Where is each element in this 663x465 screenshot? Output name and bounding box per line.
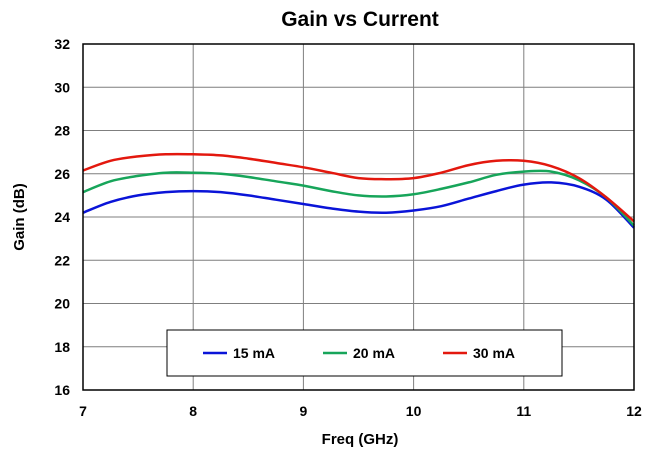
legend-label-15-ma: 15 mA xyxy=(233,345,275,361)
series-line-30-ma xyxy=(82,152,635,223)
y-tick-label: 18 xyxy=(54,339,70,355)
series-lines xyxy=(82,152,635,229)
y-tick-label: 28 xyxy=(54,123,70,139)
plot-area-border xyxy=(82,43,635,391)
x-tick-label: 8 xyxy=(189,403,197,419)
y-tick-label: 26 xyxy=(54,166,70,182)
y-tick-label: 30 xyxy=(54,79,70,95)
x-tick-label: 11 xyxy=(516,403,531,419)
y-axis-label: Gain (dB) xyxy=(11,183,28,251)
legend: 15 mA 20 mA 30 mA xyxy=(166,329,563,377)
legend-label-20-ma: 20 mA xyxy=(353,345,395,361)
y-axis-ticks: 16 18 20 22 24 26 28 30 32 xyxy=(54,36,70,398)
series-line-20-ma xyxy=(82,169,635,227)
x-tick-label: 7 xyxy=(79,403,87,419)
y-tick-label: 22 xyxy=(54,252,70,268)
x-tick-label: 12 xyxy=(626,403,642,419)
legend-box xyxy=(166,329,563,377)
chart-title: Gain vs Current xyxy=(281,8,439,31)
x-axis-ticks: 7 8 9 10 11 12 xyxy=(79,403,642,419)
x-axis-label: Freq (GHz) xyxy=(322,431,399,448)
series-line-15-ma xyxy=(82,181,635,229)
y-tick-label: 20 xyxy=(54,296,70,312)
legend-label-30-ma: 30 mA xyxy=(473,345,515,361)
y-tick-label: 32 xyxy=(54,36,70,52)
x-tick-label: 10 xyxy=(406,403,422,419)
y-tick-label: 16 xyxy=(54,382,70,398)
y-tick-label: 24 xyxy=(54,209,70,225)
x-tick-label: 9 xyxy=(300,403,308,419)
